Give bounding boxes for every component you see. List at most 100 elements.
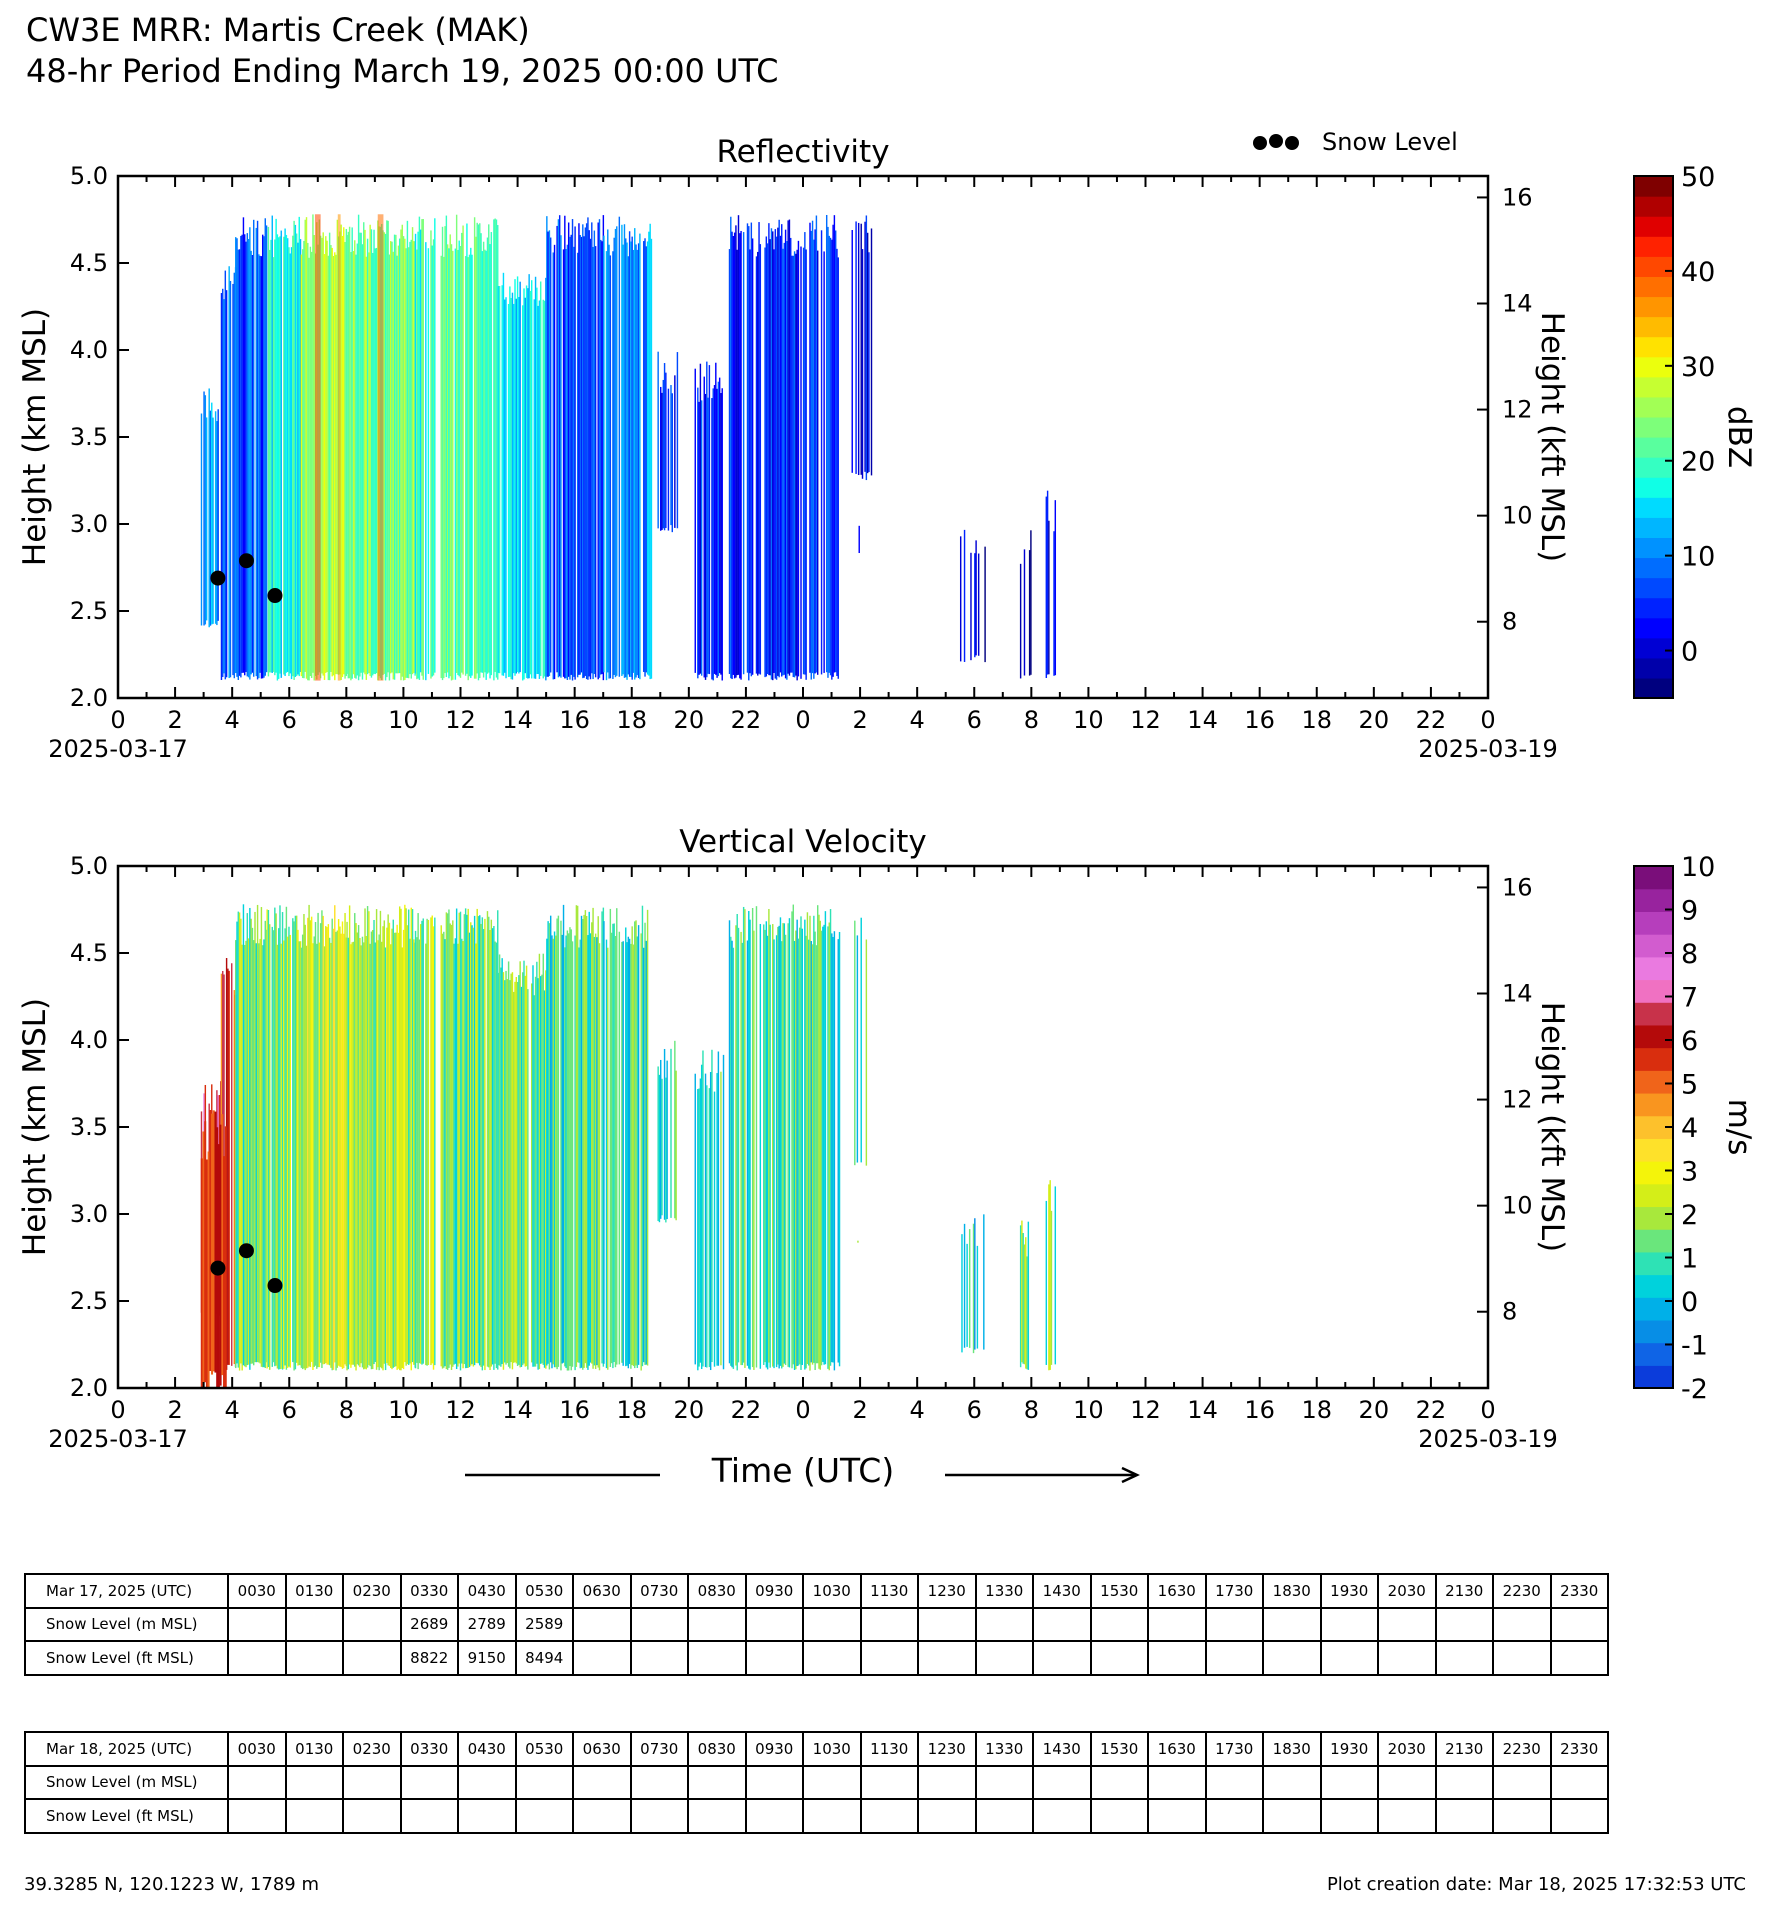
data-streak — [396, 924, 398, 1370]
data-streak — [552, 938, 554, 1365]
data-streak — [666, 1060, 668, 1220]
data-streak — [271, 926, 273, 1367]
data-streak — [634, 228, 636, 680]
data-streak — [614, 936, 617, 1368]
data-streak — [400, 908, 402, 1371]
data-streak — [372, 252, 374, 676]
data-streak — [567, 933, 570, 1371]
data-streak — [593, 230, 596, 675]
data-streak — [200, 413, 203, 626]
data-streak — [341, 921, 344, 1369]
data-streak — [242, 217, 245, 673]
data-streak — [476, 222, 478, 674]
snow-level-m-cell — [687, 1764, 747, 1800]
data-streak — [430, 917, 432, 1366]
data-streak — [787, 220, 789, 674]
data-streak — [497, 972, 500, 1366]
data-streak — [571, 941, 574, 1367]
data-streak — [476, 908, 478, 1364]
data-streak — [388, 254, 391, 681]
data-streak — [351, 942, 353, 1365]
data-streak — [212, 417, 214, 624]
data-streak — [518, 296, 520, 674]
data-streak — [266, 909, 268, 1369]
data-streak — [580, 236, 583, 673]
colorbar-tick-label: 2 — [1681, 1200, 1698, 1231]
snow-level-m-cell — [802, 1764, 862, 1800]
colorbar-swatch — [1634, 517, 1673, 538]
reflectivity-end-date: 2025-03-19 — [1418, 735, 1557, 763]
data-streak — [312, 943, 314, 1370]
reflectivity-data-layer — [200, 214, 1057, 681]
plot-creation-date: Plot creation date: Mar 18, 2025 17:32:5… — [1326, 1874, 1746, 1895]
data-streak — [765, 236, 768, 677]
data-streak — [591, 922, 593, 1364]
data-streak — [697, 1089, 699, 1371]
data-streak — [310, 916, 313, 1362]
vertical-velocity-title: Vertical Velocity — [679, 824, 927, 860]
data-streak — [516, 981, 519, 1367]
data-streak — [346, 235, 348, 674]
table-time-cell: 0730 — [629, 1731, 689, 1767]
data-streak — [247, 938, 250, 1365]
data-streak — [968, 1229, 971, 1348]
x-tick-label: 10 — [1073, 706, 1104, 734]
data-streak — [352, 941, 355, 1365]
data-streak — [281, 912, 284, 1370]
data-streak — [466, 223, 468, 674]
snow-level-m-cell — [514, 1764, 574, 1800]
colorbar-swatch — [1634, 1365, 1673, 1389]
snow-level-m-cell — [1434, 1606, 1494, 1642]
table-time-cell: 0330 — [399, 1573, 459, 1609]
data-streak — [283, 236, 285, 675]
data-streak — [204, 1121, 207, 1383]
data-streak — [627, 936, 630, 1369]
data-streak — [660, 386, 662, 531]
x-tick-label: 18 — [616, 706, 647, 734]
snow-level-ft-cell — [974, 1798, 1034, 1834]
colorbar-swatch — [1634, 1161, 1673, 1185]
data-streak — [417, 913, 419, 1370]
data-streak — [601, 911, 603, 1364]
colorbar-swatch — [1634, 956, 1673, 981]
data-streak — [793, 251, 796, 678]
colorbar-swatch — [1634, 537, 1673, 559]
data-streak — [570, 234, 572, 675]
snow-level-ft-cell — [687, 1798, 747, 1834]
snow-level-m-cell — [1319, 1764, 1379, 1800]
data-streak — [608, 244, 610, 679]
table-date-label: Mar 17, 2025 (UTC) — [24, 1573, 229, 1609]
data-streak — [801, 928, 803, 1365]
data-streak — [261, 945, 264, 1368]
data-streak — [270, 239, 272, 673]
data-streak — [612, 251, 614, 679]
data-streak — [1053, 531, 1055, 676]
colorbar-swatch — [1634, 457, 1673, 478]
y2-tick-label: 10 — [1502, 502, 1533, 530]
data-streak — [742, 906, 745, 1363]
x-tick-label: 8 — [1024, 1396, 1039, 1424]
data-streak — [784, 229, 787, 679]
time-arrow-head — [1121, 1466, 1140, 1484]
data-streak — [240, 918, 242, 1364]
data-streak — [208, 388, 210, 628]
data-streak — [336, 930, 339, 1368]
data-streak — [458, 912, 460, 1364]
data-streak — [491, 928, 494, 1365]
data-streak — [813, 915, 815, 1363]
reflectivity-start-date: 2025-03-17 — [48, 735, 187, 763]
data-streak — [805, 249, 807, 680]
data-streak — [274, 239, 276, 676]
data-streak — [658, 1074, 661, 1223]
data-streak — [292, 235, 294, 677]
colorbar-swatch — [1634, 416, 1673, 438]
data-streak — [598, 943, 601, 1371]
data-streak — [593, 936, 596, 1366]
data-streak — [452, 920, 454, 1367]
data-streak — [735, 925, 737, 1366]
data-streak — [769, 924, 771, 1368]
data-streak — [414, 930, 417, 1369]
data-streak — [657, 1066, 659, 1221]
data-streak — [312, 214, 314, 673]
data-streak — [384, 947, 387, 1371]
